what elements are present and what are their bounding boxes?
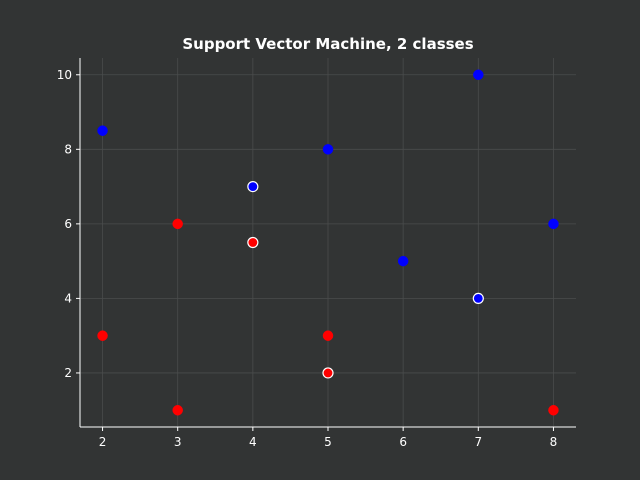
x-tick-label: 5 — [324, 435, 332, 449]
x-tick-label: 3 — [174, 435, 182, 449]
support-vector-point — [472, 292, 484, 305]
x-tick-label: 7 — [474, 435, 482, 449]
x-tick-label: 2 — [99, 435, 107, 449]
y-tick-label: 2 — [64, 366, 72, 380]
data-point — [473, 69, 484, 81]
grid-lines — [80, 58, 576, 427]
y-tick-label: 4 — [64, 291, 72, 305]
x-tick-label: 6 — [399, 435, 407, 449]
data-point — [397, 255, 409, 267]
y-axis-ticks: 2 4 6 8 10 — [57, 68, 80, 380]
data-point — [172, 404, 183, 416]
data-points — [97, 69, 559, 416]
data-point — [97, 330, 108, 341]
x-tick-label: 8 — [550, 435, 558, 449]
x-axis-ticks: 2 3 4 5 6 7 8 — [99, 427, 558, 449]
y-tick-label: 8 — [64, 142, 72, 156]
y-tick-label: 6 — [64, 217, 72, 231]
data-point — [322, 144, 334, 155]
support-vector-point — [247, 236, 259, 249]
support-vector-point — [322, 367, 334, 379]
data-point — [97, 125, 108, 136]
x-tick-label: 4 — [249, 435, 257, 449]
data-point — [172, 218, 183, 230]
data-point — [548, 404, 559, 416]
y-tick-label: 10 — [57, 68, 72, 82]
data-point — [322, 330, 334, 341]
chart-title: Support Vector Machine, 2 classes — [182, 35, 473, 53]
support-vector-point — [247, 180, 259, 193]
data-point — [548, 218, 559, 230]
